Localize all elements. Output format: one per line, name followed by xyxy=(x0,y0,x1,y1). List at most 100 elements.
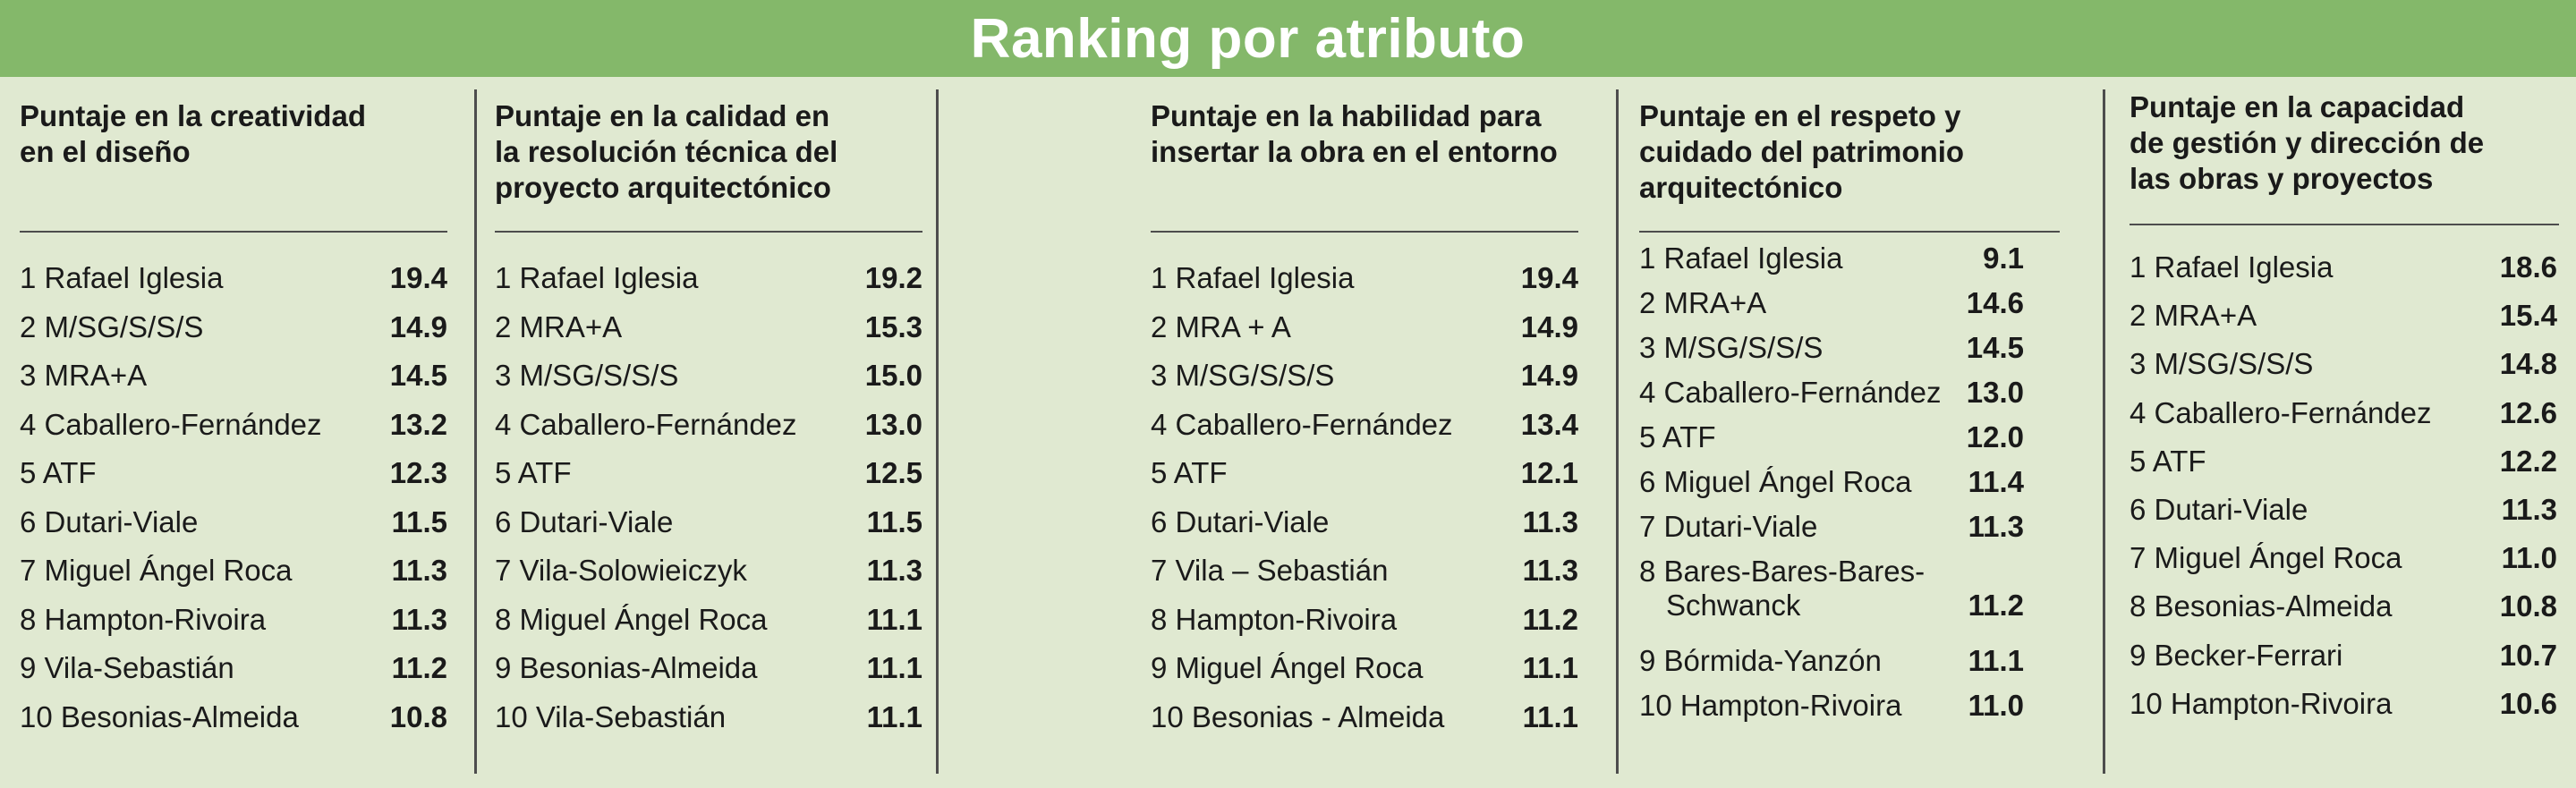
table-row: 4 Caballero-Fernández 13.0 xyxy=(495,408,922,442)
table-title: Puntaje en la creatividad en el diseño xyxy=(20,98,366,170)
row-label: 9 Becker-Ferrari xyxy=(2130,638,2343,672)
table-row: 9 Besonias-Almeida 11.1 xyxy=(495,651,922,685)
row-label: 8 Hampton-Rivoira xyxy=(1151,602,1398,636)
row-label: 10 Hampton-Rivoira xyxy=(2130,686,2393,720)
row-label: 2 MRA+A xyxy=(1639,286,1767,319)
header-rule xyxy=(20,231,447,233)
table-row: 4 Caballero-Fernández 13.2 xyxy=(20,408,447,442)
row-value: 11.2 xyxy=(1968,589,2024,622)
row-label: 3 M/SG/S/S/S xyxy=(1639,331,1824,364)
row-label: 8 Besonias-Almeida xyxy=(2130,589,2393,623)
table-row: 8 Hampton-Rivoira 11.3 xyxy=(20,603,447,637)
table-row: 5 ATF 12.3 xyxy=(20,456,447,490)
table-title-line: cuidado del patrimonio xyxy=(1639,135,1965,168)
row-label: 4 Caballero-Fernández xyxy=(1151,407,1453,441)
row-value: 12.6 xyxy=(2499,395,2557,429)
table-row: 7 Vila-Solowieiczyk 11.3 xyxy=(495,554,922,588)
row-value: 11.1 xyxy=(1968,644,2024,677)
row-label: 9 Bórmida-Yanzón xyxy=(1639,644,1882,677)
row-value: 14.6 xyxy=(1966,286,2024,319)
row-label: 4 Caballero-Fernández xyxy=(2130,395,2432,429)
row-value: 13.2 xyxy=(389,407,447,441)
row-value: 11.3 xyxy=(391,554,447,587)
row-label: 9 Vila-Sebastián xyxy=(20,651,234,684)
table-row: 2 MRA+A 15.3 xyxy=(495,310,922,344)
table-title-line: Puntaje en la capacidad xyxy=(2130,90,2465,123)
row-value: 11.1 xyxy=(1522,651,1578,684)
table-title-line: las obras y proyectos xyxy=(2130,162,2434,195)
row-label: 8 Bares-Bares-Bares- Schwanck xyxy=(1639,555,1925,623)
table-row: 4 Caballero-Fernández 12.6 xyxy=(2130,396,2557,430)
row-value: 13.0 xyxy=(864,407,922,441)
ranking-table-3: Puntaje en la habilidad para insertar la … xyxy=(1151,0,1578,788)
table-row: 9 Vila-Sebastián 11.2 xyxy=(20,651,447,685)
header-rule xyxy=(1151,231,1578,233)
row-value: 11.3 xyxy=(2501,493,2557,526)
table-row: 3 MRA+A 14.5 xyxy=(20,359,447,393)
ranking-table-5: Puntaje en la capacidad de gestión y dire… xyxy=(2130,0,2559,788)
row-value: 15.0 xyxy=(864,359,922,392)
column-divider xyxy=(1616,89,1619,774)
row-value: 19.4 xyxy=(389,261,447,294)
ranking-table-4: Puntaje en el respeto y cuidado del patri… xyxy=(1639,0,2060,788)
row-label: 5 ATF xyxy=(20,456,97,489)
table-row: 10 Vila-Sebastián 11.1 xyxy=(495,700,922,734)
row-label: 7 Dutari-Viale xyxy=(1639,510,1818,543)
row-label: 6 Dutari-Viale xyxy=(495,504,674,538)
row-value: 11.3 xyxy=(1522,504,1578,538)
table-row: 5 ATF 12.5 xyxy=(495,456,922,490)
row-value: 10.6 xyxy=(2499,686,2557,720)
table-row: 9 Becker-Ferrari 10.7 xyxy=(2130,639,2557,673)
table-row: 7 Miguel Ángel Roca 11.0 xyxy=(2130,541,2557,575)
row-value: 14.5 xyxy=(1966,331,2024,364)
table-row: 2 M/SG/S/S/S 14.9 xyxy=(20,310,447,344)
table-row: 7 Vila – Sebastián 11.3 xyxy=(1151,554,1578,588)
row-value: 14.8 xyxy=(2499,347,2557,381)
table-row: 1 Rafael Iglesia 18.6 xyxy=(2130,250,2557,284)
row-value: 14.5 xyxy=(389,359,447,392)
table-title-line: Puntaje en el respeto y xyxy=(1639,99,1961,132)
row-value: 10.8 xyxy=(389,699,447,733)
table-row: 8 Besonias-Almeida 10.8 xyxy=(2130,589,2557,623)
header-rule xyxy=(495,231,922,233)
row-label: 2 M/SG/S/S/S xyxy=(20,309,204,343)
table-row: 7 Miguel Ángel Roca 11.3 xyxy=(20,554,447,588)
table-title-line: la resolución técnica del xyxy=(495,135,838,168)
row-label-line: Schwanck xyxy=(1666,589,1801,622)
table-title-line: en el diseño xyxy=(20,135,191,168)
table-row: 1 Rafael Iglesia 19.4 xyxy=(20,261,447,295)
row-value: 14.9 xyxy=(1520,309,1578,343)
row-value: 11.1 xyxy=(1522,699,1578,733)
row-label: 6 Dutari-Viale xyxy=(2130,493,2308,526)
row-value: 11.5 xyxy=(866,504,922,538)
row-value: 11.2 xyxy=(391,651,447,684)
row-label: 5 ATF xyxy=(495,456,572,489)
table-row: 2 MRA + A 14.9 xyxy=(1151,310,1578,344)
row-label: 4 Caballero-Fernández xyxy=(1639,376,1942,409)
row-value: 11.0 xyxy=(2501,541,2557,575)
row-label: 1 Rafael Iglesia xyxy=(1639,241,1843,275)
row-value: 11.1 xyxy=(866,602,922,636)
row-label: 6 Dutari-Viale xyxy=(1151,504,1330,538)
table-row: 3 M/SG/S/S/S 14.8 xyxy=(2130,347,2557,381)
table-row: 3 M/SG/S/S/S 15.0 xyxy=(495,359,922,393)
row-label: 9 Besonias-Almeida xyxy=(495,651,758,684)
header-rule xyxy=(1639,231,2060,233)
row-value: 11.2 xyxy=(1522,602,1578,636)
table-row: 3 M/SG/S/S/S 14.9 xyxy=(1151,359,1578,393)
ranking-table-1: Puntaje en la creatividad en el diseño 1 R… xyxy=(20,0,447,788)
row-label: 7 Vila – Sebastián xyxy=(1151,554,1389,587)
row-value: 15.3 xyxy=(864,309,922,343)
table-row: 10 Hampton-Rivoira 10.6 xyxy=(2130,687,2557,721)
table-row: 5 ATF 12.0 xyxy=(1639,420,2024,454)
table-row: 4 Caballero-Fernández 13.4 xyxy=(1151,408,1578,442)
row-value: 11.3 xyxy=(1968,510,2024,543)
table-row: 9 Miguel Ángel Roca 11.1 xyxy=(1151,651,1578,685)
row-value: 13.0 xyxy=(1966,376,2024,409)
row-label: 8 Miguel Ángel Roca xyxy=(495,602,768,636)
table-row: 5 ATF 12.1 xyxy=(1151,456,1578,490)
row-value: 12.5 xyxy=(864,456,922,489)
row-label: 4 Caballero-Fernández xyxy=(20,407,322,441)
ranking-table-2: Puntaje en la calidad en la resolución té… xyxy=(495,0,922,788)
table-title-line: proyecto arquitectónico xyxy=(495,171,831,204)
